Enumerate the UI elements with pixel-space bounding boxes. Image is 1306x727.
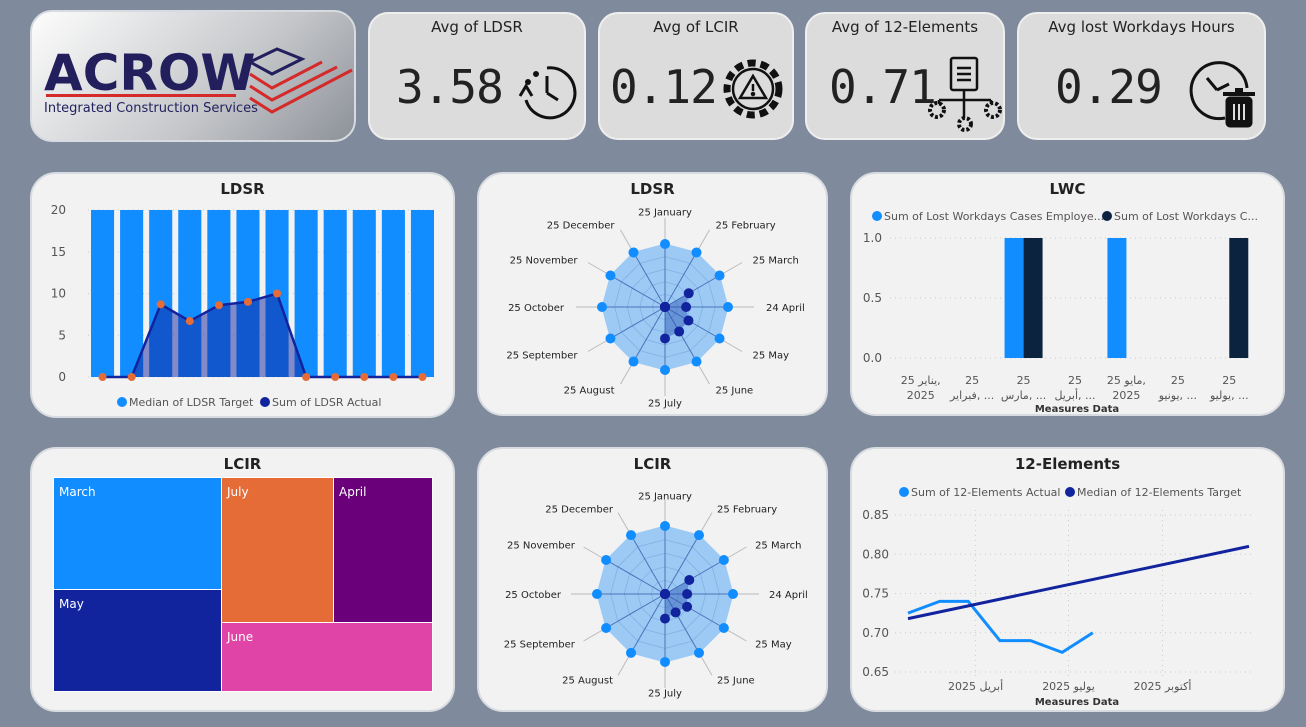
kpi-label: Avg of 12-Elements: [831, 18, 979, 36]
tile-label: July: [227, 485, 249, 499]
kpi-value: 0.29: [1055, 60, 1163, 114]
chart-title: LDSR: [630, 180, 675, 198]
chart-title: LCIR: [633, 455, 672, 473]
gear-warning-icon: [723, 59, 783, 119]
twelve-elements-card: 12-Elements: [850, 447, 1285, 712]
ldsr-radar-card: LDSR: [477, 172, 828, 416]
kpi-lost-workdays-hours: Avg lost Workdays Hours 0.29: [1017, 12, 1266, 140]
acrow-logo: ACROW Integrated Construction Services: [44, 44, 353, 116]
treemap-tile-july[interactable]: July: [221, 477, 334, 623]
clock-arrow-icon: [518, 66, 577, 120]
kpi-value: 3.58: [396, 60, 504, 114]
treemap-tile-march[interactable]: March: [53, 477, 222, 590]
chart-title: 12-Elements: [1014, 455, 1121, 473]
lcir-radar-card: LCIR: [477, 447, 828, 712]
ldsr-combo-card: LDSR: [30, 172, 455, 418]
tile-label: April: [339, 485, 367, 499]
treemap-tile-may[interactable]: May: [53, 589, 222, 692]
chart-title: LDSR: [220, 180, 265, 198]
logo-name: ACROW: [44, 44, 256, 102]
kpi-value: 0.12: [610, 60, 718, 114]
kpi-lcir: Avg of LCIR 0.12: [598, 12, 794, 140]
chart-title: LCIR: [223, 455, 262, 473]
lwc-card: LWC: [850, 172, 1285, 416]
logo-card: ACROW Integrated Construction Services: [30, 10, 356, 142]
tile-label: May: [59, 597, 84, 611]
kpi-12-elements: Avg of 12-Elements 0.71: [805, 12, 1005, 140]
logo-tagline: Integrated Construction Services: [44, 101, 258, 116]
kpi-value: 0.71: [829, 60, 937, 114]
tile-label: June: [227, 630, 254, 644]
kpi-label: Avg of LDSR: [431, 18, 523, 36]
clock-trash-icon: [1189, 61, 1255, 128]
kpi-label: Avg of LCIR: [653, 18, 739, 36]
chart-title: LWC: [1049, 180, 1086, 198]
kpi-label: Avg lost Workdays Hours: [1048, 18, 1235, 36]
kpi-ldsr: Avg of LDSR 3.58: [368, 12, 586, 140]
tile-label: March: [59, 485, 96, 499]
treemap-tile-june[interactable]: June: [221, 622, 433, 692]
clipboard-gears-icon: [928, 56, 1002, 132]
treemap-tile-april[interactable]: April: [333, 477, 433, 623]
